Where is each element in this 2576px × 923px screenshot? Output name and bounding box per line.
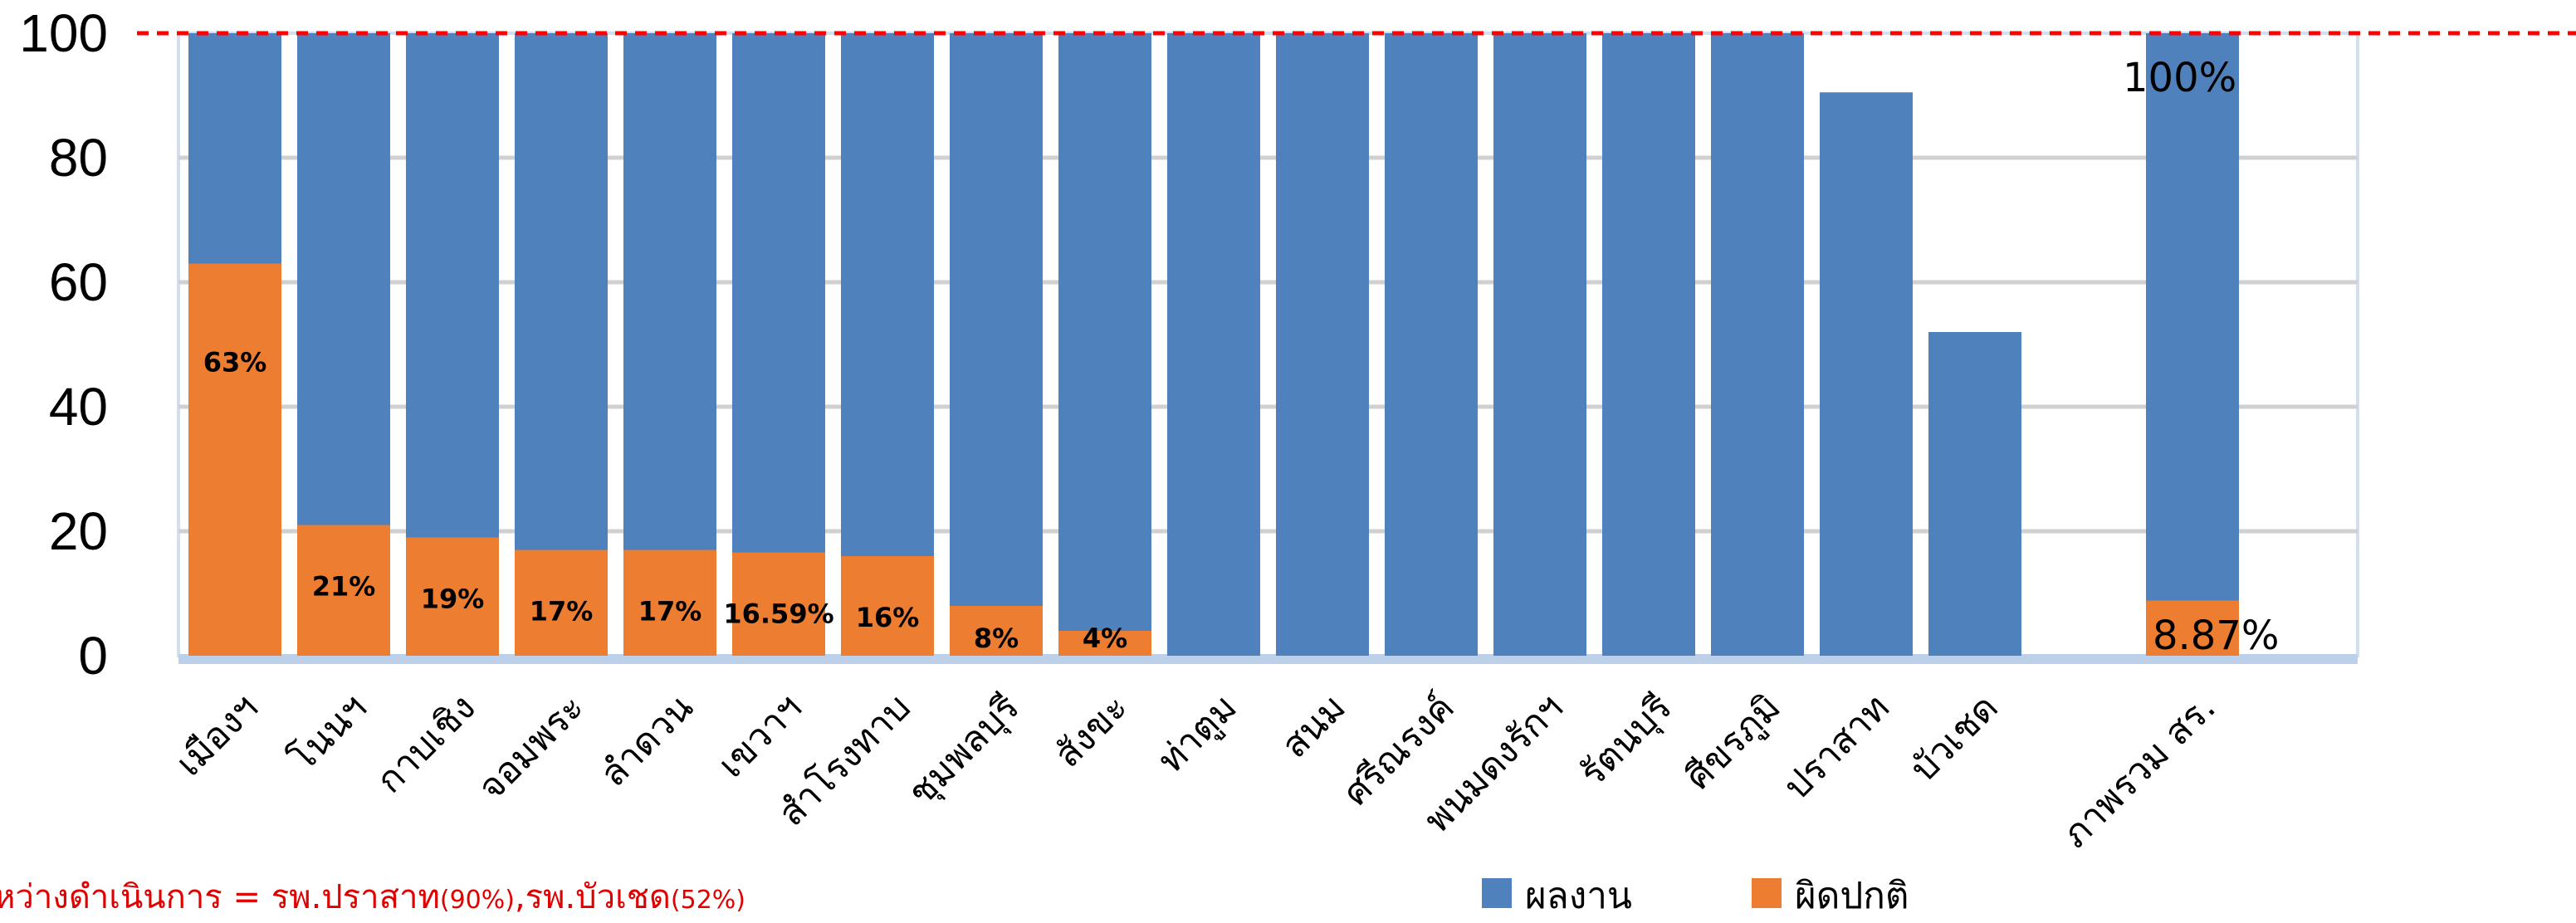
bar-abnormal [2146, 600, 2239, 656]
x-category-label: ท่าตูม [1150, 686, 1245, 782]
bar-abnormal [188, 263, 281, 656]
y-axis: 0 20 40 60 80 100 [19, 3, 108, 686]
data-label: 8.87% [2153, 613, 2279, 659]
bar-performance [1820, 92, 1913, 656]
plot-area [177, 32, 2359, 664]
x-axis-line [178, 654, 2358, 664]
footnote-pct-prasat: (90%) [439, 886, 515, 915]
data-label: 21% [312, 571, 376, 603]
x-category-label: จอมพระ [470, 686, 592, 808]
y-tick-label: 60 [49, 252, 108, 312]
legend-label: ผิดปกติ [1795, 875, 1909, 917]
bar-performance [2146, 33, 2239, 656]
bar-performance [1058, 33, 1151, 656]
data-label: 8% [974, 623, 1019, 654]
bar-abnormal [950, 606, 1043, 656]
footnote-separator: ,รพ.บัวเชด [514, 878, 671, 916]
x-category-label: ปราสาท [1776, 686, 1898, 808]
x-category-label: รัตนบุรี [1572, 686, 1680, 795]
data-label: 16% [856, 602, 920, 633]
data-label: 17% [638, 596, 702, 628]
bar-abnormal [406, 537, 499, 656]
y-tick-label: 100 [19, 3, 108, 63]
x-category-label: ศีขรภูมิ [1677, 686, 1790, 799]
bar-performance [1167, 33, 1260, 656]
data-label: 4% [1083, 623, 1127, 654]
bar-performance [1385, 33, 1478, 656]
data-labels: 63% 21% 19% 17% 17% 16.59% 16% 8% 4% 8.87% 100% [203, 55, 2280, 659]
bar-performance [950, 33, 1043, 656]
legend-label: ผลงาน [1525, 875, 1632, 917]
legend-swatch [1482, 878, 1512, 908]
footnote-main: หว่างดำเนินการ = รพ.ปราสาท [0, 878, 440, 916]
data-label: 63% [203, 347, 267, 378]
bar-abnormal [623, 549, 716, 656]
y-tick-label: 0 [78, 626, 108, 686]
bar-performance [1493, 33, 1586, 656]
footnote: หว่างดำเนินการ = รพ.ปราสาท(90%),รพ.บัวเช… [0, 870, 745, 923]
legend-swatch [1752, 878, 1782, 908]
data-label: 19% [421, 584, 485, 615]
bar-performance [1928, 332, 2021, 656]
y-tick-label: 80 [49, 128, 108, 188]
bar-performance [1276, 33, 1369, 656]
y-tick-label: 40 [49, 377, 108, 437]
x-category-label: สนม [1273, 686, 1354, 767]
data-label: 16.59% [723, 598, 833, 630]
bar-abnormal [1058, 631, 1151, 656]
bar-abnormal [297, 525, 390, 656]
total-label: 100% [2123, 55, 2236, 101]
x-category-label: เมืองฯ [168, 686, 266, 785]
bars [188, 33, 2239, 656]
bar-abnormal [515, 549, 608, 656]
bar-performance [732, 33, 825, 656]
bar-performance [1602, 33, 1695, 656]
bar-abnormal [732, 552, 825, 656]
x-category-label: บัวเชด [1903, 686, 2007, 790]
x-category-label: โนนฯ [281, 686, 375, 780]
x-category-label: ลำดวน [592, 686, 701, 796]
x-category-label: สังขะ [1047, 686, 1136, 776]
x-category-label: ภาพรวม สร. [2054, 686, 2224, 857]
data-label: 17% [530, 596, 594, 628]
x-category-label: เขวาฯ [710, 686, 809, 786]
x-category-label: กาบเชิง [369, 686, 484, 802]
plot-frame [177, 32, 2359, 657]
bar-performance [841, 33, 934, 656]
legend: ผลงาน ผิดปกติ [1482, 875, 1909, 917]
x-category-label: ชุมพลบุรี [900, 686, 1028, 814]
bar-performance [1711, 33, 1804, 656]
footnote-pct-buachet: (52%) [670, 886, 745, 915]
bar-abnormal [841, 556, 934, 656]
y-tick-label: 20 [49, 501, 108, 561]
